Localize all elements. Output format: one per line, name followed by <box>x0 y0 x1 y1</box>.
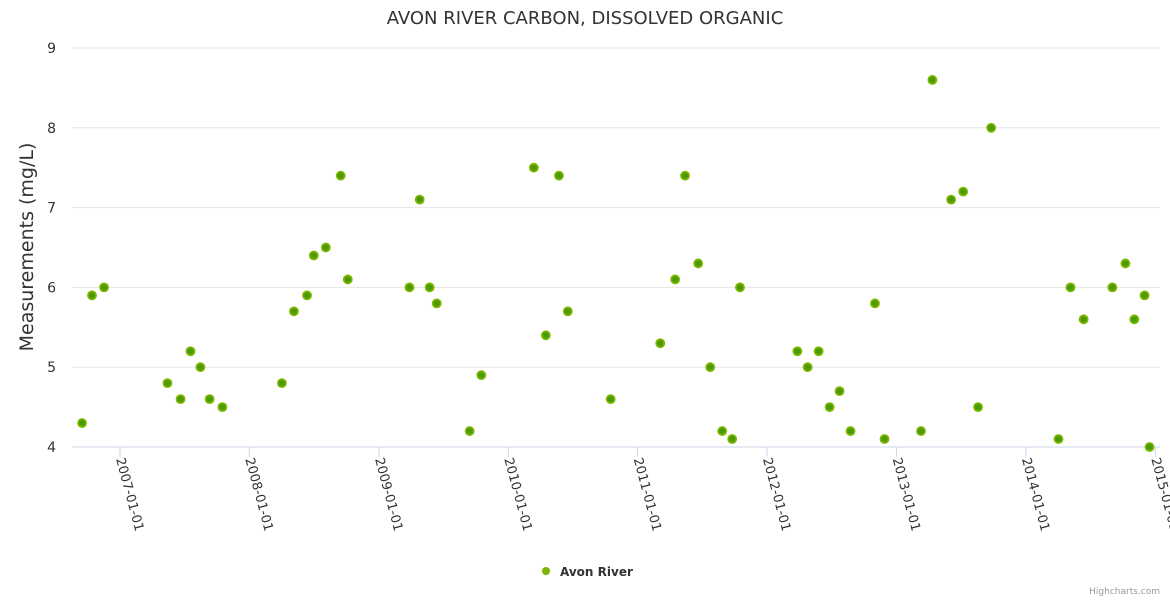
y-tick-label: 5 <box>47 360 56 376</box>
data-point[interactable] <box>973 402 983 413</box>
data-point[interactable] <box>540 330 551 341</box>
data-point[interactable] <box>77 418 87 428</box>
x-tick-label: 2007-01-01 <box>112 456 146 533</box>
data-point[interactable] <box>302 290 312 301</box>
data-point[interactable] <box>342 274 353 285</box>
data-point[interactable] <box>813 346 824 357</box>
data-point[interactable] <box>476 370 487 381</box>
legend-marker <box>542 567 550 575</box>
data-point[interactable] <box>289 306 299 317</box>
data-point[interactable] <box>824 402 835 413</box>
data-point[interactable] <box>727 434 738 444</box>
data-point[interactable] <box>1139 290 1150 301</box>
x-tick-label: 2015-01-01 <box>1147 456 1170 533</box>
x-tick-label: 2010-01-01 <box>500 456 534 533</box>
data-point[interactable] <box>1078 314 1089 325</box>
data-point[interactable] <box>204 394 215 405</box>
chart-title: AVON RIVER CARBON, DISSOLVED ORGANIC <box>387 8 784 29</box>
data-point[interactable] <box>404 282 415 293</box>
data-point[interactable] <box>424 282 435 293</box>
data-point[interactable] <box>879 434 890 444</box>
data-point[interactable] <box>927 75 938 85</box>
data-point[interactable] <box>528 162 539 173</box>
y-tick-label: 8 <box>47 121 56 137</box>
data-point[interactable] <box>217 402 228 413</box>
y-tick-label: 9 <box>47 41 56 57</box>
data-point[interactable] <box>834 386 845 397</box>
data-point[interactable] <box>195 362 206 373</box>
legend-label: Avon River <box>560 565 633 579</box>
y-tick-label: 4 <box>47 440 56 456</box>
data-point[interactable] <box>185 346 196 357</box>
data-point[interactable] <box>414 194 425 205</box>
data-point[interactable] <box>986 122 997 133</box>
data-point[interactable] <box>99 282 109 293</box>
data-point[interactable] <box>335 170 346 181</box>
data-point[interactable] <box>1065 282 1076 293</box>
data-point[interactable] <box>845 426 856 436</box>
data-point[interactable] <box>1129 314 1140 325</box>
data-point[interactable] <box>605 394 616 405</box>
data-point[interactable] <box>735 282 745 293</box>
data-point[interactable] <box>1144 442 1155 452</box>
data-point[interactable] <box>916 426 926 436</box>
y-axis-label: Measurements (mg/L) <box>16 143 38 352</box>
data-point[interactable] <box>464 426 475 436</box>
data-point[interactable] <box>308 250 319 261</box>
y-tick-label: 6 <box>47 280 56 296</box>
data-point[interactable] <box>175 394 186 405</box>
x-tick-label: 2011-01-01 <box>630 456 664 533</box>
x-tick-label: 2012-01-01 <box>759 456 793 533</box>
data-point[interactable] <box>670 274 681 285</box>
data-point[interactable] <box>655 338 666 349</box>
data-point[interactable] <box>717 426 728 436</box>
data-point[interactable] <box>87 290 97 301</box>
legend-item-avon-river[interactable]: Avon River <box>542 565 633 579</box>
data-point[interactable] <box>870 298 880 309</box>
data-point[interactable] <box>554 170 564 181</box>
data-point[interactable] <box>958 186 969 197</box>
highcharts-credit[interactable]: Highcharts.com <box>1089 587 1160 597</box>
x-tick-label: 2014-01-01 <box>1018 456 1052 533</box>
data-point[interactable] <box>1053 434 1064 444</box>
data-point[interactable] <box>431 298 442 309</box>
data-point[interactable] <box>946 194 957 205</box>
data-point[interactable] <box>705 362 716 373</box>
data-point[interactable] <box>1107 282 1118 293</box>
data-point[interactable] <box>320 242 331 253</box>
data-point[interactable] <box>562 306 573 317</box>
data-point[interactable] <box>792 346 803 357</box>
data-point[interactable] <box>1120 258 1131 269</box>
x-tick-label: 2009-01-01 <box>371 456 405 533</box>
data-point[interactable] <box>802 362 813 373</box>
data-point[interactable] <box>277 378 287 389</box>
data-point[interactable] <box>162 378 173 389</box>
y-tick-label: 7 <box>47 201 56 217</box>
data-point[interactable] <box>680 170 690 181</box>
x-tick-label: 2013-01-01 <box>889 456 923 533</box>
x-tick-label: 2008-01-01 <box>241 456 275 533</box>
data-point[interactable] <box>693 258 704 269</box>
